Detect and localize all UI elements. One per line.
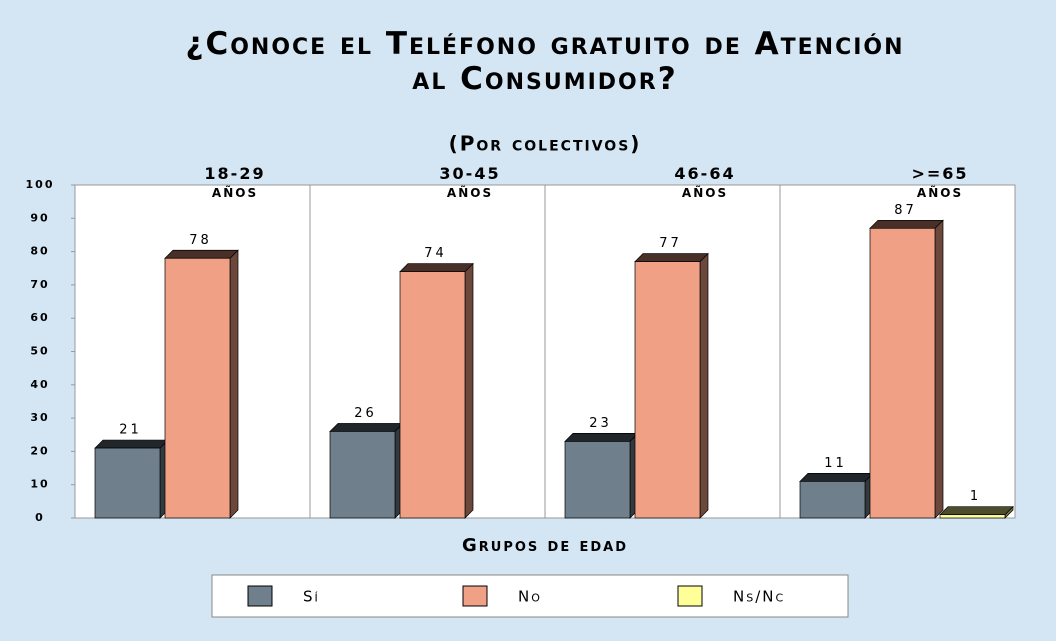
legend-swatch [462, 585, 488, 607]
legend [211, 574, 849, 618]
value-label: 1 [970, 489, 981, 504]
bar-top [564, 433, 639, 442]
value-label: 11 [824, 456, 847, 471]
legend-label: No [518, 588, 542, 606]
bar-top [164, 249, 239, 259]
value-label: 26 [354, 406, 377, 421]
value-label: 87 [894, 203, 917, 218]
bar-top [399, 263, 474, 272]
bar-front [94, 447, 161, 519]
y-tick-label: 90 [30, 211, 49, 224]
y-tick-label: 70 [30, 278, 49, 291]
legend-swatch [677, 585, 703, 607]
y-tick-label: 10 [30, 478, 49, 491]
bar-top [329, 423, 404, 432]
bar [399, 262, 474, 519]
y-tick-label: 20 [30, 444, 49, 457]
legend-label: Ns/Nc [733, 588, 785, 606]
y-tick-label: 40 [30, 378, 49, 391]
bar-front [564, 441, 631, 519]
bar-front [634, 261, 701, 519]
bar-front [869, 227, 936, 519]
bar [564, 432, 639, 519]
x-tick-label: 18-29 AÑOS [204, 164, 265, 200]
bar [869, 219, 944, 519]
bar [799, 472, 874, 519]
bar-top [634, 253, 709, 262]
y-tick-label: 0 [35, 511, 45, 524]
y-tick-label: 50 [30, 345, 49, 358]
bar-front [799, 481, 866, 519]
bar [939, 505, 1014, 519]
value-label: 77 [659, 236, 682, 251]
bar [329, 422, 404, 519]
y-tick-label: 100 [26, 178, 55, 191]
y-tick-label: 60 [30, 311, 49, 324]
bar-side [934, 219, 944, 519]
bar-top [869, 219, 944, 229]
x-tick-label: >=65 AÑOS [911, 164, 968, 200]
value-label: 78 [189, 233, 212, 248]
chart-title: ¿Conoce el Teléfono gratuito de Atención… [185, 26, 904, 97]
bar-top [799, 473, 874, 482]
bar [164, 249, 239, 519]
bar-front [399, 271, 466, 519]
y-tick-label: 80 [30, 245, 49, 258]
bar [634, 252, 709, 519]
bar-side [229, 249, 239, 519]
bar-top [939, 506, 1014, 516]
bar-front [164, 257, 231, 519]
x-axis-label: Grupos de edad [462, 535, 628, 556]
chart-subtitle: (Por colectivos) [449, 132, 642, 156]
legend-label: Sí [303, 588, 320, 606]
bar-front [329, 431, 396, 519]
legend-swatch [247, 585, 273, 607]
bar-front [939, 514, 1006, 519]
x-tick-label: 30-45 AÑOS [439, 164, 500, 200]
value-label: 74 [424, 246, 447, 261]
bar [94, 439, 169, 519]
value-label: 23 [589, 416, 612, 431]
bar-top [94, 439, 169, 449]
x-tick-label: 46-64 AÑOS [674, 164, 735, 200]
y-tick-label: 30 [30, 411, 49, 424]
bar-side [699, 252, 709, 519]
value-label: 21 [119, 423, 142, 438]
bar-side [464, 262, 474, 519]
